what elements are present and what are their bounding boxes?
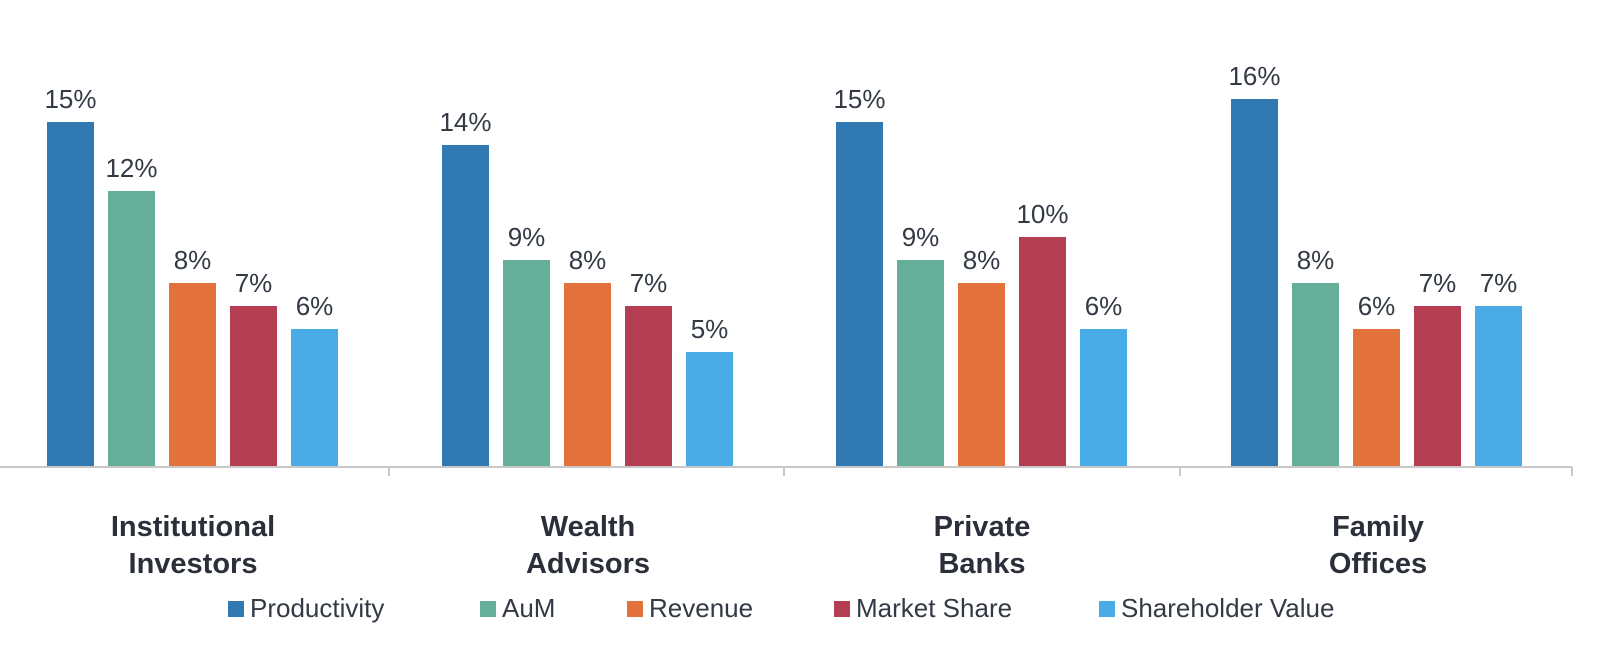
bar-shareholder-value-4 — [1475, 306, 1522, 467]
legend-swatch-shareholder-value — [1099, 601, 1115, 617]
bar-revenue-4 — [1353, 329, 1400, 467]
legend-swatch-market-share — [834, 601, 850, 617]
category-label-3-line-1: Private — [934, 511, 1031, 543]
value-label-aum-1: 12% — [105, 153, 157, 183]
category-label-1-line-2: Investors — [129, 548, 258, 580]
value-label-productivity-1: 15% — [44, 84, 96, 114]
bar-revenue-3 — [958, 283, 1005, 467]
category-label-2-line-2: Advisors — [526, 548, 650, 580]
category-label-4-line-1: Family — [1332, 511, 1424, 543]
value-label-revenue-4: 6% — [1358, 291, 1396, 321]
value-label-aum-2: 9% — [508, 222, 546, 252]
value-label-productivity-2: 14% — [439, 107, 491, 137]
bar-productivity-1 — [47, 122, 94, 467]
legend-label-revenue: Revenue — [649, 593, 753, 623]
value-labels-layer: 15% 14% 15% 16% 12% 9% 9% 8% 8% 8% 8% 6% 7% 7% 10% 7% 6%… — [44, 61, 1517, 344]
bar-market-share-2 — [625, 306, 672, 467]
value-label-revenue-1: 8% — [174, 245, 212, 275]
value-label-productivity-4: 16% — [1228, 61, 1280, 91]
bar-aum-3 — [897, 260, 944, 467]
legend-label-market-share: Market Share — [856, 593, 1012, 623]
legend-swatch-revenue — [627, 601, 643, 617]
value-label-aum-3: 9% — [902, 222, 940, 252]
value-label-market-share-2: 7% — [630, 268, 668, 298]
legend-swatch-aum — [480, 601, 496, 617]
x-axis — [0, 466, 1573, 476]
value-label-aum-4: 8% — [1297, 245, 1335, 275]
bar-productivity-2 — [442, 145, 489, 467]
category-label-4-line-2: Offices — [1329, 548, 1427, 580]
bars-layer — [47, 99, 1522, 467]
bar-shareholder-value-3 — [1080, 329, 1127, 467]
legend-label-aum: AuM — [502, 593, 555, 623]
bar-market-share-1 — [230, 306, 277, 467]
bar-productivity-3 — [836, 122, 883, 467]
bar-shareholder-value-2 — [686, 352, 733, 467]
bar-revenue-1 — [169, 283, 216, 467]
value-label-market-share-4: 7% — [1419, 268, 1457, 298]
value-label-shareholder-value-1: 6% — [296, 291, 334, 321]
value-label-market-share-1: 7% — [235, 268, 273, 298]
legend-label-shareholder-value: Shareholder Value — [1121, 593, 1334, 623]
legend-swatch-productivity — [228, 601, 244, 617]
bar-aum-2 — [503, 260, 550, 467]
value-label-market-share-3: 10% — [1016, 199, 1068, 229]
bar-aum-4 — [1292, 283, 1339, 467]
bar-aum-1 — [108, 191, 155, 467]
legend-label-productivity: Productivity — [250, 593, 384, 623]
category-label-2-line-1: Wealth — [541, 511, 636, 543]
category-label-3-line-2: Banks — [938, 548, 1025, 580]
value-label-revenue-2: 8% — [569, 245, 607, 275]
bar-market-share-4 — [1414, 306, 1461, 467]
value-label-shareholder-value-2: 5% — [691, 314, 729, 344]
bar-productivity-4 — [1231, 99, 1278, 467]
category-label-1-line-1: Institutional — [111, 511, 275, 543]
bar-market-share-3 — [1019, 237, 1066, 467]
bar-shareholder-value-1 — [291, 329, 338, 467]
value-label-shareholder-value-4: 7% — [1480, 268, 1518, 298]
value-label-productivity-3: 15% — [833, 84, 885, 114]
bar-revenue-2 — [564, 283, 611, 467]
legend: Productivity AuM Revenue Market Share Shareh… — [228, 593, 1334, 623]
value-label-revenue-3: 8% — [963, 245, 1001, 275]
category-labels: Institutional Investors Wealth Advisors Priv… — [111, 511, 1427, 580]
value-label-shareholder-value-3: 6% — [1085, 291, 1123, 321]
